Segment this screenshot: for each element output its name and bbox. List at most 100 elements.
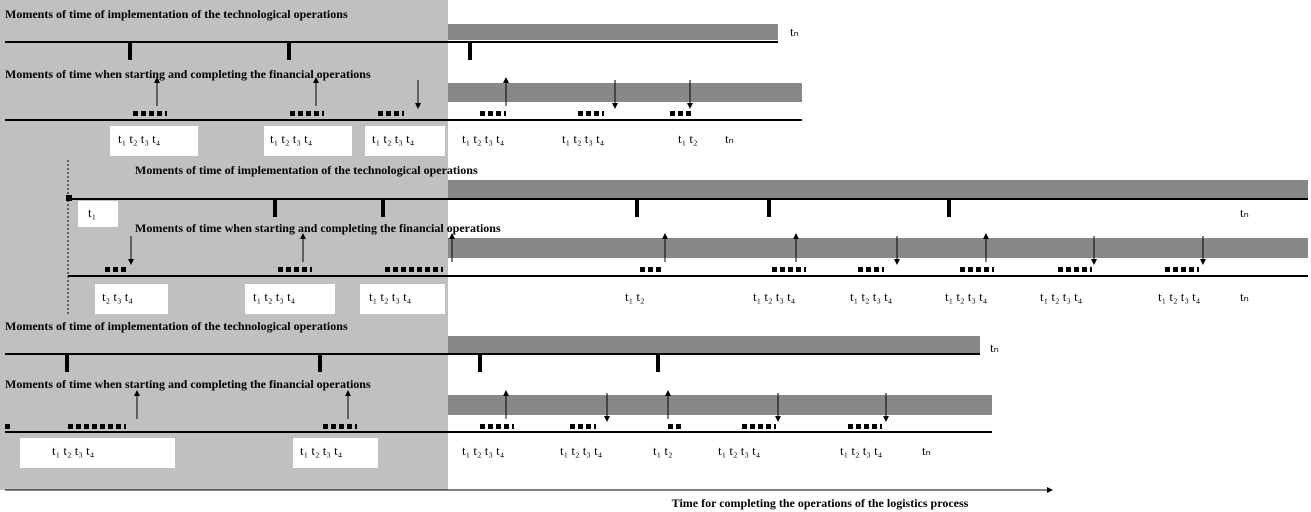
fin-dot — [772, 267, 777, 272]
fin-dot — [441, 267, 443, 272]
fin-dot — [378, 111, 383, 116]
time-label: t₁ t₂ t₃ t₄ — [840, 443, 883, 458]
gray-bar — [448, 180, 1308, 198]
fin-dot — [1165, 267, 1170, 272]
fin-dot — [512, 424, 514, 429]
fin-dot — [496, 424, 501, 429]
fin-dot — [968, 267, 973, 272]
time-label: t₁ t₂ t₃ t₄ — [945, 289, 988, 304]
start-mark — [66, 195, 72, 201]
tech-tick — [381, 199, 385, 217]
start-label: t₁ — [88, 205, 96, 220]
fin-dot — [504, 424, 509, 429]
fin-dot — [488, 424, 493, 429]
fin-dot — [409, 267, 414, 272]
fin-dot — [882, 267, 884, 272]
time-label: t₁ t₂ — [653, 443, 673, 458]
fin-dot — [68, 424, 73, 429]
time-label: t₁ t₂ — [625, 289, 645, 304]
time-label: t₁ t₂ t₃ t₄ — [562, 131, 605, 146]
fin-dot — [984, 267, 989, 272]
fin-dot — [1058, 267, 1063, 272]
time-label: t₁ t₂ t₃ t₄ — [52, 443, 95, 458]
fin-dot — [100, 424, 105, 429]
axis-label: Time for completing the operations of th… — [672, 496, 969, 510]
tech-tick — [65, 354, 69, 372]
fin-dot — [992, 267, 994, 272]
title: Moments of time when starting and comple… — [5, 67, 371, 81]
tech-tick — [478, 354, 482, 372]
fin-dot — [5, 424, 10, 429]
fin-dot — [858, 267, 863, 272]
fin-dot — [402, 111, 404, 116]
fin-dot — [866, 267, 871, 272]
time-label: t₁ t₂ t₃ t₄ — [462, 443, 505, 458]
fin-dot — [401, 267, 406, 272]
fin-dot — [1082, 267, 1087, 272]
time-label: t₁ t₂ t₃ t₄ — [270, 131, 313, 146]
fin-dot — [425, 267, 430, 272]
fin-dot — [92, 424, 97, 429]
fin-dot — [1173, 267, 1178, 272]
fin-dot — [602, 111, 604, 116]
fin-dot — [874, 267, 879, 272]
fin-dot — [750, 424, 755, 429]
fin-dot — [480, 111, 485, 116]
fin-dot — [856, 424, 861, 429]
fin-dot — [570, 424, 575, 429]
fin-dot — [116, 424, 121, 429]
tech-tick — [468, 42, 472, 60]
gray-bar — [448, 238, 1308, 258]
fin-dot — [1197, 267, 1199, 272]
shaded-region — [0, 0, 448, 490]
time-label: t₁ t₂ t₃ t₄ — [372, 131, 415, 146]
fin-dot — [157, 111, 162, 116]
label-box — [360, 284, 445, 314]
end-label: tₙ — [990, 340, 999, 355]
fin-dot — [796, 267, 801, 272]
label-box — [78, 201, 118, 227]
gray-bar — [448, 336, 980, 354]
tech-tick — [128, 42, 132, 60]
fin-dot — [355, 424, 357, 429]
label-box — [264, 126, 352, 156]
fin-dot — [386, 111, 391, 116]
gray-bar — [448, 395, 992, 415]
fin-dot — [76, 424, 81, 429]
time-label: t₁ t₂ t₃ t₄ — [462, 131, 505, 146]
tech-tick — [635, 199, 639, 217]
fin-dot — [323, 424, 328, 429]
tech-tick — [767, 199, 771, 217]
title: Moments of time of implementation of the… — [135, 163, 478, 177]
title: Moments of time of implementation of the… — [5, 7, 348, 21]
time-label: tₙ — [1240, 289, 1249, 304]
fin-dot — [314, 111, 319, 116]
label-box — [110, 126, 198, 156]
tech-tick — [947, 199, 951, 217]
fin-dot — [848, 424, 853, 429]
end-label: tₙ — [790, 24, 799, 39]
fin-dot — [742, 424, 747, 429]
fin-dot — [1189, 267, 1194, 272]
fin-dot — [165, 111, 167, 116]
fin-dot — [578, 111, 583, 116]
title: Moments of time of implementation of the… — [5, 319, 348, 333]
time-label: t₁ t₂ t₃ t₄ — [369, 289, 412, 304]
end-label: tₙ — [1240, 205, 1249, 220]
fin-dot — [339, 424, 344, 429]
gray-bar — [448, 24, 778, 40]
time-label: t₁ t₂ t₃ t₄ — [118, 131, 161, 146]
fin-dot — [113, 267, 118, 272]
fin-dot — [578, 424, 583, 429]
fin-dot — [656, 267, 661, 272]
fin-dot — [302, 267, 307, 272]
tech-tick — [656, 354, 660, 372]
gray-bar — [448, 83, 802, 102]
fin-dot — [1181, 267, 1186, 272]
fin-dot — [594, 424, 596, 429]
fin-dot — [686, 111, 691, 116]
fin-dot — [105, 267, 110, 272]
time-label: t₁ t₂ t₃ t₄ — [1040, 289, 1083, 304]
fin-dot — [433, 267, 438, 272]
